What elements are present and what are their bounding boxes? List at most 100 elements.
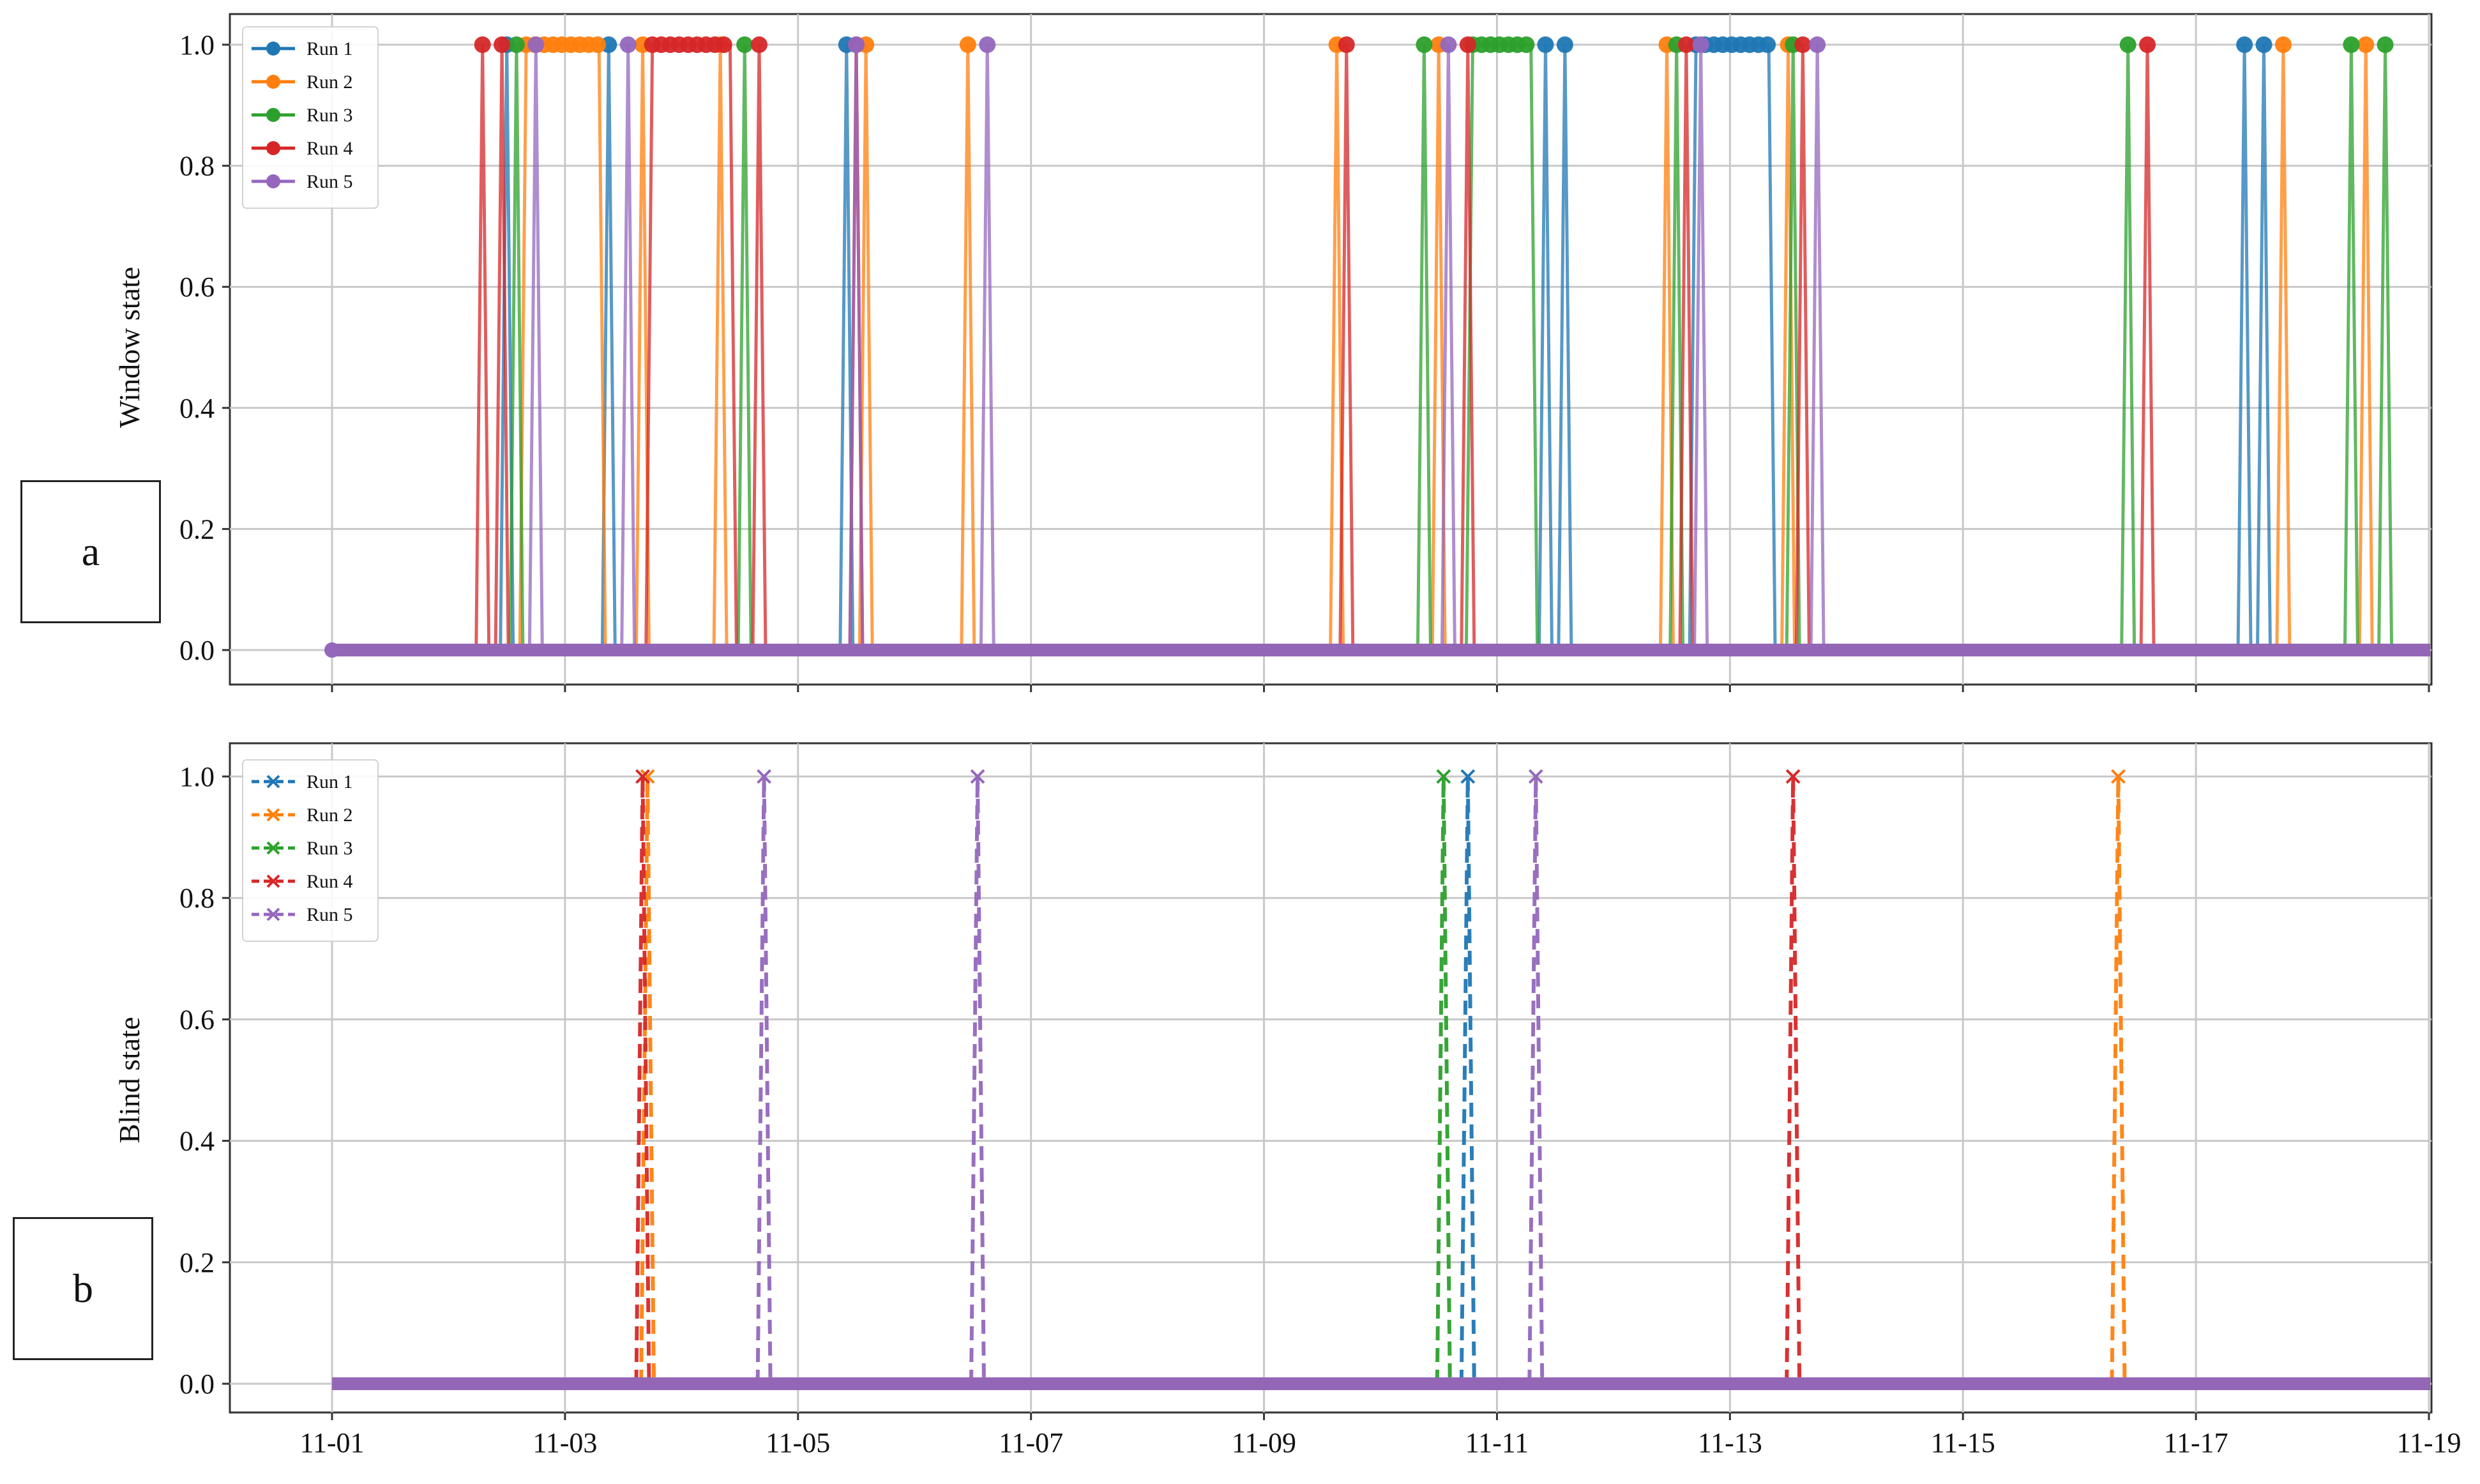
panel-a-series-4-point [2139,36,2156,53]
panel-b-series-5-pulse [1527,776,1545,1384]
panel-a-series-3-point [2377,36,2394,53]
panel-b-ytick-label: 0.6 [179,1004,215,1035]
panel-b-xtick-label: 11-15 [1931,1427,1995,1458]
panel-a-series-1-point [2255,36,2272,53]
panel-b-xtick-label: 11-11 [1465,1427,1529,1458]
panel-b-series-5 [755,769,1545,1384]
panel-b-series-2-point [2111,769,2126,784]
panel-a-series-4-point [1794,36,1811,53]
panel-a-series-3-point [2343,36,2360,53]
panel-b-chart: 0.0 0.2 0.4 0.6 0.8 1.0 11-01 11-03 11-05 11-07 11… [113,742,2461,1458]
panel-a-legend-label: Run 5 [306,171,353,192]
panel-a-ytick-label: 0.2 [179,513,215,545]
panel-a-series-2-point [2274,36,2292,53]
panel-a-legend: Run 1 Run 2 Run 3 Run 4 Run 5 [242,26,379,209]
panel-a-series-3-point [1518,36,1535,53]
panel-b-legend-entry: Run 2 [252,805,353,826]
panel-b-legend-marker [266,874,280,888]
panel-a-ytick-label: 0.8 [179,151,215,182]
panel-a-label: a [20,480,161,623]
panel-a-series-4-point [1677,36,1695,53]
panel-a-series-1-point [2236,36,2253,53]
panel-a-series-5-point [1809,36,1826,53]
panel-b-series-1 [1459,769,1476,1384]
panel-b-legend-marker [266,775,280,789]
panel-b-plot-frame [229,742,2433,1414]
panel-a-ytick-label: 0.0 [179,635,215,666]
panel-b-series-4-pulse [634,776,651,1384]
panel-b-xtick-label: 11-13 [1698,1427,1762,1458]
panel-a-legend-marker [266,108,280,122]
panel-b-legend-box [242,759,379,942]
panel-a-series-5-point [979,36,996,53]
panel-b-series-5-point [1528,769,1543,784]
panel-b-legend-marker [266,841,280,855]
panel-a-series-1-point [1537,36,1554,53]
panel-b-series-1-pulse [1459,776,1476,1384]
panel-a-series-5 [527,36,1826,651]
panel-a-series-1-point [1759,36,1776,53]
panel-a-ytick-label: 1.0 [179,29,215,61]
panel-a-series-4-point [474,36,491,53]
panel-b-series-2-pulse [2110,776,2127,1384]
panel-b-legend-entry: Run 1 [252,771,353,792]
panel-a-series-5-point [1692,36,1709,53]
panel-b-series-5-pulse [755,776,773,1384]
panel-b-ylabel: Blind state [113,1017,146,1143]
panel-a-legend-marker [266,75,280,89]
panel-b-legend-entry: Run 3 [252,838,353,859]
panel-b-ytick-label: 0.0 [179,1368,215,1400]
panel-b-legend-label: Run 4 [306,871,353,892]
panel-b-label: b [13,1217,153,1360]
panel-b-series-2 [639,769,2127,1384]
panel-a-series-3-point [2119,36,2136,53]
panel-b-legend-marker [266,907,280,921]
panel-a-series-4-point [1459,36,1476,53]
panel-b-series-4-pulse [1785,776,1802,1384]
panel-b-series-5-pulse [969,776,986,1384]
panel-a-series-5-point [527,36,545,53]
panel-b-legend-entry: Run 4 [252,871,353,892]
panel-b-series-3 [1435,769,1452,1384]
panel-a-legend-marker [266,141,280,155]
panel-a-legend-entry: Run 1 [252,38,353,59]
panel-a-series-5-point [619,36,637,53]
panel-b-xtick-label: 11-07 [999,1427,1063,1458]
panel-a-legend-entry: Run 2 [252,72,353,93]
panel-a-series-2-point [589,36,607,53]
panel-a-series-4-point [750,36,767,53]
panel-a-series-3-point [508,36,525,53]
panel-a-series-1-point [1556,36,1573,53]
panel-a-ylabel: Window state [113,267,146,428]
panel-b-xtick-label: 11-03 [533,1427,597,1458]
panel-b-legend-label: Run 1 [306,771,353,792]
panel-a-legend-label: Run 4 [306,138,353,159]
panel-a-series-2-point [2357,36,2375,53]
panel-b-xtick-label: 11-05 [766,1427,830,1458]
panel-a-series-4 [474,36,2156,651]
panel-a-ytick-label: 0.6 [179,271,215,303]
panel-a-legend-label: Run 2 [306,72,353,93]
panel-a-series-5-point [1440,36,1457,53]
panel-b-series-4-point [1785,769,1801,784]
panel-b-series-4 [634,769,1802,1384]
panel-b-series-2-pulse [639,776,656,1384]
panel-b-series-3-pulse [1435,776,1452,1384]
panel-a-series-4-point [715,36,732,53]
panel-a-legend-label: Run 3 [306,105,353,126]
panel-b-legend: Run 1 Run 2 Run 3 Run 4 Run 5 [242,759,379,942]
panel-a-legend-marker [266,174,280,188]
panel-b-ytick-label: 0.8 [179,882,215,914]
panel-b-xtick-label: 11-17 [2164,1427,2228,1458]
panel-b-series-5-point [970,769,985,784]
panel-b-xtick-label: 11-09 [1232,1427,1296,1458]
panel-b-ytick-label: 0.2 [179,1247,215,1278]
panel-b-legend-label: Run 3 [306,838,353,859]
panel-b-xtick-label: 11-19 [2396,1427,2461,1458]
panel-a-legend-label: Run 1 [306,38,353,59]
panel-b-series-3-point [1436,769,1451,784]
panel-a-legend-box [242,26,379,209]
panel-a-legend-entry: Run 4 [252,138,353,159]
panel-a-ytick-label: 0.4 [179,393,215,424]
